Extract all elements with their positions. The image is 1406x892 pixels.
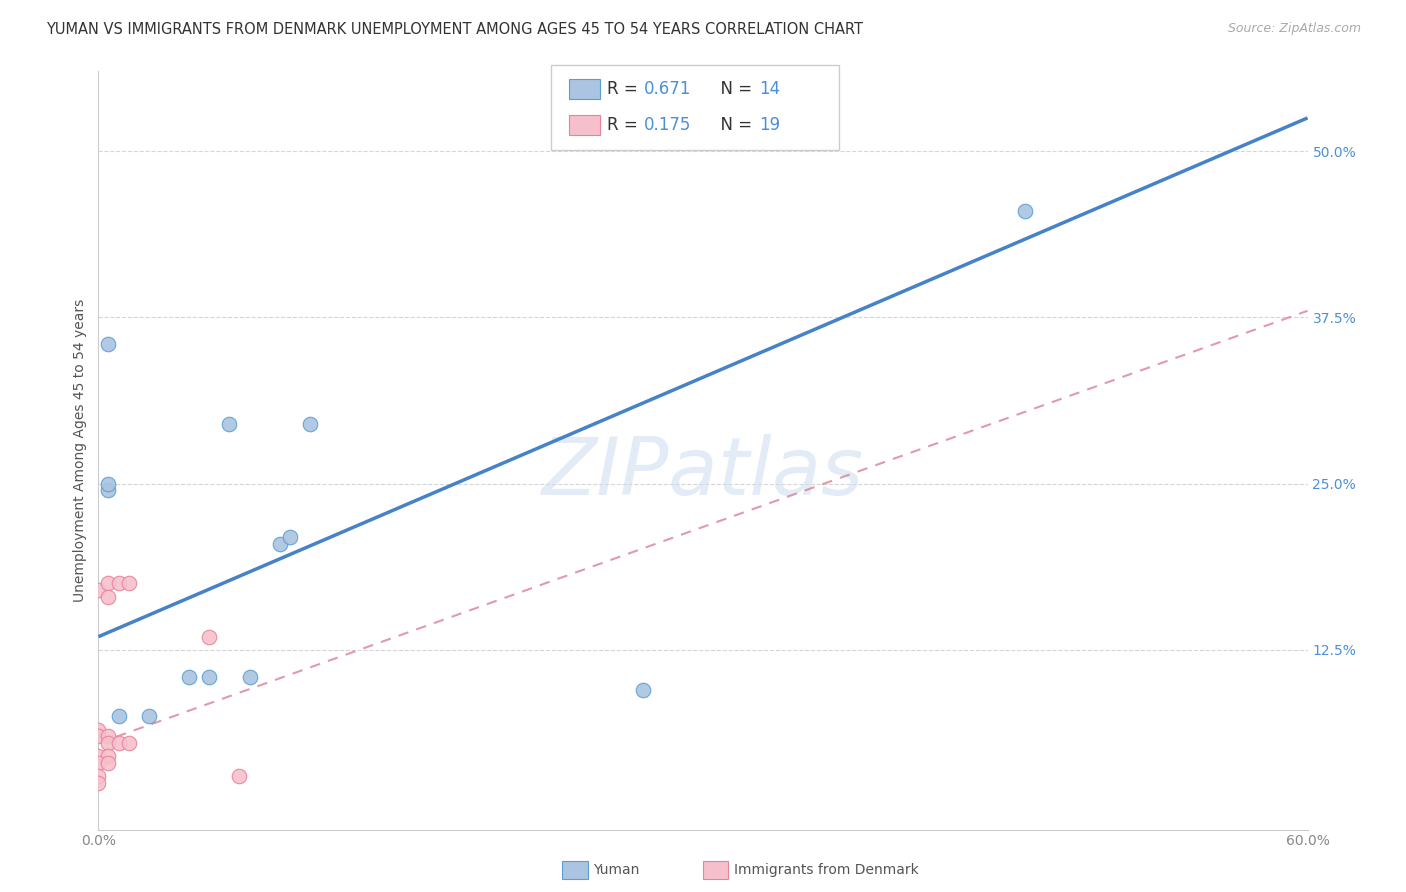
Text: R =: R = (607, 116, 643, 134)
Point (107, 709, 129, 723)
Point (228, 769, 250, 783)
Point (97, 483, 120, 498)
Point (118, 736, 141, 750)
Point (278, 530, 301, 544)
Text: YUMAN VS IMMIGRANTS FROM DENMARK UNEMPLOYMENT AMONG AGES 45 TO 54 YEARS CORRELAT: YUMAN VS IMMIGRANTS FROM DENMARK UNEMPLO… (46, 22, 863, 37)
Point (198, 670, 221, 684)
Point (1014, 204, 1036, 219)
Point (97, 749, 120, 764)
Point (97, 476, 120, 491)
Point (87, 756, 110, 770)
Text: Yuman: Yuman (593, 863, 640, 877)
Text: N =: N = (710, 80, 756, 98)
Point (269, 536, 291, 550)
Point (631, 682, 654, 697)
Point (107, 736, 129, 750)
Point (87, 776, 110, 790)
Text: 0.175: 0.175 (644, 116, 690, 134)
Point (138, 709, 160, 723)
Point (179, 670, 201, 684)
Point (97, 730, 120, 744)
Point (97, 736, 120, 750)
Y-axis label: Unemployment Among Ages 45 to 54 years: Unemployment Among Ages 45 to 54 years (73, 299, 87, 602)
Point (87, 769, 110, 783)
Point (97, 590, 120, 604)
Point (97, 756, 120, 770)
Text: 19: 19 (759, 116, 780, 134)
Text: ZIPatlas: ZIPatlas (541, 434, 865, 512)
Point (87, 749, 110, 764)
Point (218, 417, 240, 431)
Point (97, 337, 120, 351)
Point (87, 583, 110, 598)
Text: 0.671: 0.671 (644, 80, 690, 98)
Point (87, 730, 110, 744)
Point (118, 576, 141, 591)
Text: R =: R = (607, 80, 643, 98)
Point (299, 417, 322, 431)
Point (107, 576, 129, 591)
Point (97, 576, 120, 591)
Text: Source: ZipAtlas.com: Source: ZipAtlas.com (1227, 22, 1361, 36)
Point (198, 630, 221, 644)
Point (239, 670, 262, 684)
Text: Immigrants from Denmark: Immigrants from Denmark (734, 863, 918, 877)
Text: N =: N = (710, 116, 756, 134)
Point (87, 723, 110, 737)
Text: 14: 14 (759, 80, 780, 98)
